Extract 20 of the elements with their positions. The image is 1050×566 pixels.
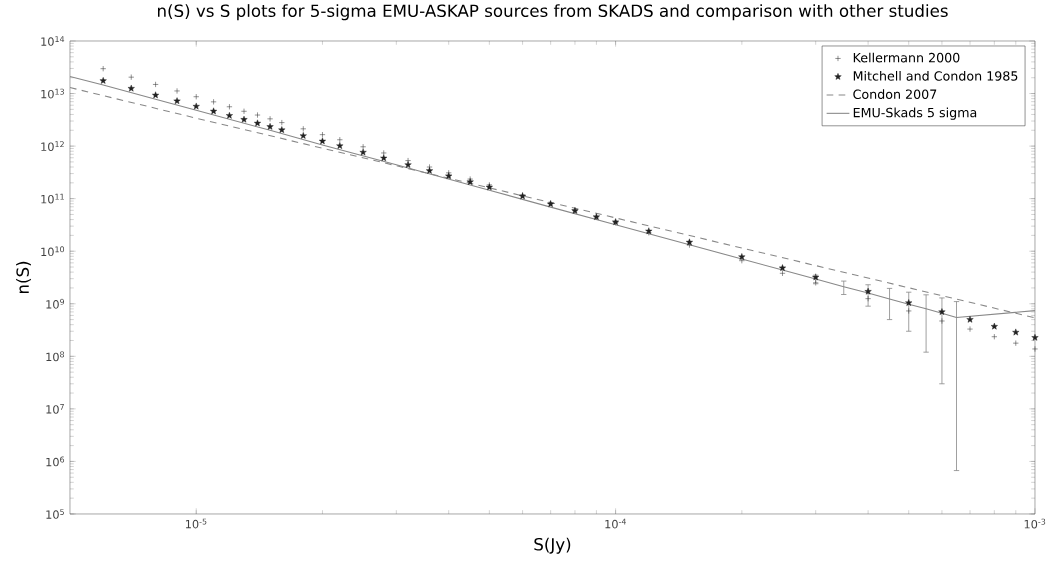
- x-tick-label: 10$^{-4}$: [605, 518, 626, 529]
- legend-label: Condon 2007: [853, 89, 937, 100]
- legend-label: Mitchell and Condon 1985: [853, 70, 1018, 81]
- y-tick-label: 10$^{11}$: [41, 193, 64, 204]
- y-tick-label: 10$^{6}$: [46, 456, 65, 467]
- y-tick-label: 10$^{5}$: [46, 509, 64, 519]
- legend-label: Kellermann 2000: [853, 52, 960, 63]
- y-tick-label: 10$^{8}$: [46, 351, 65, 362]
- legend-label: EMU-Skads 5 sigma: [853, 107, 977, 120]
- y-axis-title: n(S): [16, 261, 31, 294]
- chart-title: n(S) vs S plots for 5-sigma EMU-ASKAP sources from SKADS and comparison with other studies: [158, 4, 948, 21]
- y-tick-label: 10$^{12}$: [41, 141, 64, 152]
- y-tick-label: 10$^{7}$: [46, 404, 64, 414]
- y-tick-label: 10$^{13}$: [41, 88, 64, 99]
- x-tick-label: 10$^{-3}$: [1024, 518, 1046, 529]
- y-tick-label: 10$^{9}$: [46, 298, 65, 309]
- y-tick-label: 10$^{10}$: [41, 246, 65, 257]
- y-tick-label: 10$^{14}$: [41, 36, 65, 46]
- x-axis-title: S(Jy): [534, 537, 571, 554]
- x-tick-label: 10$^{-5}$: [185, 518, 207, 529]
